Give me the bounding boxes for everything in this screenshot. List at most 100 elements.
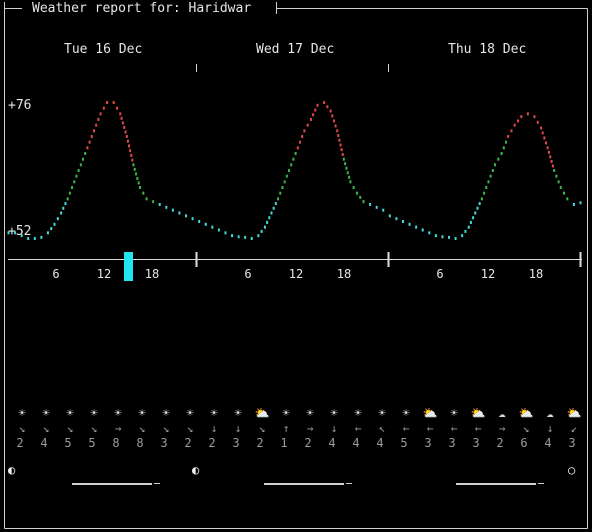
temperature-point <box>536 120 539 124</box>
weather-condition-icon: ⛅ <box>254 406 270 420</box>
weather-condition-icon: ☀ <box>90 406 98 420</box>
temperature-point <box>125 135 128 138</box>
temperature-point <box>507 135 510 138</box>
temperature-point <box>191 217 194 221</box>
temperature-point <box>137 181 140 185</box>
temperature-point <box>428 231 431 235</box>
temperature-point <box>550 159 553 163</box>
wind-direction-icon: → <box>306 422 314 435</box>
day-label-1: Tue 16 Dec <box>64 42 143 57</box>
temperature-point <box>178 211 181 215</box>
moon-phase-icon-3: ○ <box>568 463 576 477</box>
weather-condition-icon: ☀ <box>114 406 122 420</box>
wind-speed-value: 3 <box>568 436 576 450</box>
temperature-point <box>483 191 486 195</box>
temperature-point <box>86 146 89 150</box>
temperature-point <box>543 136 546 140</box>
temperature-point <box>478 202 481 206</box>
temperature-point <box>257 234 260 238</box>
weather-condition-icon: ☀ <box>234 406 242 420</box>
temperature-point <box>75 174 78 178</box>
x-tick-label: 6 <box>436 267 444 281</box>
moon-phase-icon-2: ◐ <box>192 463 200 477</box>
temperature-point <box>198 220 201 223</box>
temperature-point <box>185 214 188 218</box>
x-tick-label: 6 <box>52 267 60 281</box>
wind-speed-value: 2 <box>496 436 504 450</box>
weather-condition-icon: ☀ <box>378 406 386 420</box>
temperature-point <box>279 191 282 195</box>
temperature-point <box>487 180 490 184</box>
wind-direction-icon: ← <box>450 422 458 435</box>
x-tick-label: 18 <box>144 267 160 281</box>
temperature-point <box>312 113 315 117</box>
temperature-point <box>53 222 56 226</box>
temperature-point <box>557 180 560 184</box>
temperature-point <box>472 216 475 220</box>
temperature-point <box>158 203 161 206</box>
weather-condition-icon: ☀ <box>66 406 74 420</box>
temperature-point <box>217 228 220 232</box>
temperature-point <box>382 208 385 212</box>
weather-condition-icon: ☀ <box>18 406 26 420</box>
temperature-point <box>7 231 10 235</box>
temperature-point <box>296 146 299 150</box>
temperature-point <box>355 191 358 195</box>
wind-direction-icon: ↓ <box>546 422 554 435</box>
temperature-point <box>344 162 347 166</box>
current-time-marker <box>124 252 133 281</box>
temperature-point <box>520 115 523 119</box>
temperature-point <box>301 135 304 138</box>
temperature-point <box>95 123 98 127</box>
temperature-point <box>90 135 93 138</box>
temperature-point <box>323 101 326 104</box>
temperature-point <box>266 220 269 224</box>
temperature-point <box>290 163 293 167</box>
wind-speed-value: 2 <box>304 436 312 450</box>
temperature-point <box>73 180 76 184</box>
wind-direction-icon: → <box>114 422 122 435</box>
temperature-point <box>50 227 53 231</box>
wind-speed-value: 4 <box>328 436 336 450</box>
temperature-point <box>494 163 497 167</box>
temperature-point <box>131 158 134 162</box>
temperature-point <box>303 129 306 133</box>
temperature-point <box>165 205 168 209</box>
temperature-point <box>231 234 234 238</box>
temperature-point <box>204 222 207 226</box>
temperature-point <box>316 103 319 107</box>
wind-direction-icon: ← <box>474 422 482 435</box>
temperature-point <box>341 152 344 156</box>
wind-speed-value: 4 <box>376 436 384 450</box>
temperature-point <box>40 235 43 239</box>
temperature-point <box>362 200 365 204</box>
x-tick-label: 12 <box>96 267 112 281</box>
temperature-point <box>281 186 284 189</box>
wind-speed-value: 3 <box>232 436 240 450</box>
temperature-point <box>33 237 36 240</box>
weather-condition-icon: ☀ <box>330 406 338 420</box>
temperature-point <box>332 119 335 123</box>
temperature-point <box>352 186 355 189</box>
temperature-point <box>309 118 312 121</box>
temperature-point <box>533 115 536 119</box>
temperature-point <box>461 234 464 238</box>
temperature-point <box>71 186 74 189</box>
weather-condition-icon: ☁ <box>498 406 506 420</box>
wind-direction-icon: ↘ <box>522 422 530 435</box>
temperature-point <box>237 235 240 239</box>
temperature-point <box>345 166 348 170</box>
temperature-point <box>441 235 444 239</box>
wind-direction-icon: ← <box>402 422 410 435</box>
temperature-point <box>546 146 549 150</box>
temperature-point <box>467 225 470 229</box>
temperature-point <box>152 200 155 204</box>
wind-speed-value: 1 <box>280 436 288 450</box>
temperature-point <box>306 123 309 127</box>
temperature-point <box>485 186 488 189</box>
temperature-point <box>270 211 273 215</box>
weather-condition-icon: ☀ <box>282 406 290 420</box>
wind-direction-icon: ↓ <box>234 422 242 435</box>
temperature-point <box>555 174 558 178</box>
temperature-point <box>84 152 87 155</box>
